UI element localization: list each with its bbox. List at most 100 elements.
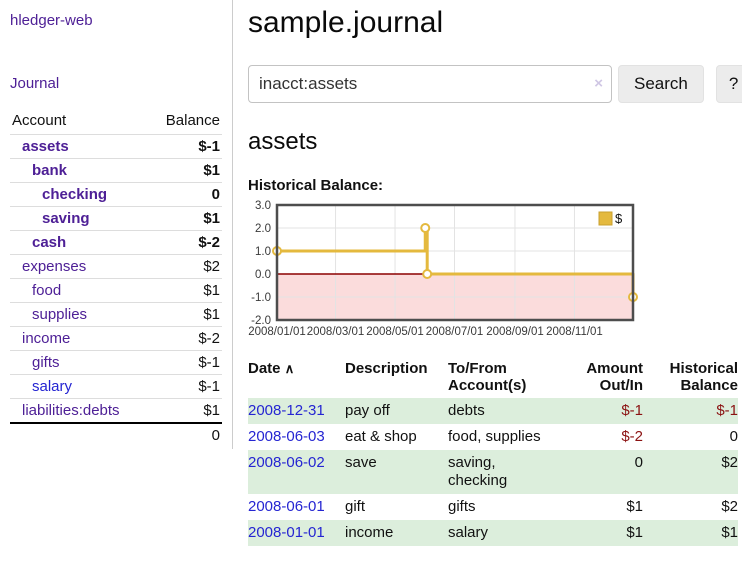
account-row: liabilities:debts $1: [10, 398, 222, 423]
balance-column-header-main: Historical Balance: [669, 360, 738, 394]
x-axis-tick-label: 2008/09/01: [486, 326, 544, 338]
transaction-balance-cell: $-1: [716, 402, 738, 419]
transaction-date-cell: 2008-12-31: [248, 398, 345, 424]
account-tree-table: Account Balance assets $-1 bank $1 checking 0…: [10, 108, 222, 447]
transaction-description-cell: pay off: [345, 402, 390, 419]
sort-ascending-icon: ∧: [284, 361, 294, 376]
main-panel: sample.journal × Search ? assets Histori…: [233, 0, 742, 546]
transaction-amount-cell: $-1: [621, 402, 643, 419]
balance-column-header: Balance: [165, 112, 220, 129]
y-axis-tick-label: 2.0: [255, 223, 271, 235]
account-row: bank $1: [10, 158, 222, 183]
account-link-saving[interactable]: saving: [42, 210, 90, 227]
account-balance: $1: [149, 302, 222, 327]
transaction-accounts-cell: debts: [448, 402, 485, 419]
amount-column-header: Amount Out/In: [586, 360, 643, 394]
transaction-date-link[interactable]: 2008-01-01: [248, 524, 325, 541]
y-axis-tick-label: -2.0: [251, 315, 271, 327]
transaction-accounts-cell: salary: [448, 524, 489, 541]
search-form: × Search ?: [248, 65, 742, 103]
account-row: expenses $2: [10, 254, 222, 279]
account-link-expenses[interactable]: expenses: [22, 258, 87, 275]
account-link-liabilities-debts[interactable]: liabilities:debts: [22, 402, 120, 419]
transaction-amount-cell: $1: [626, 498, 643, 515]
account-balance: 0: [149, 182, 222, 207]
x-axis-tick-label: 2008/03/01: [307, 326, 365, 338]
account-link-income[interactable]: income: [22, 330, 71, 347]
x-axis-tick-label: 2008/11/01: [546, 326, 603, 338]
transaction-accounts-cell: food, supplies: [448, 428, 541, 445]
transaction-balance-cell: 0: [729, 428, 738, 445]
account-balance: $1: [149, 158, 222, 183]
account-heading: assets: [248, 128, 318, 155]
clear-search-icon[interactable]: ×: [594, 75, 603, 92]
search-button[interactable]: Search: [618, 65, 704, 103]
transaction-date-link[interactable]: 2008-06-02: [248, 454, 325, 471]
account-row: salary $-1: [10, 374, 222, 399]
y-axis-tick-label: 1.0: [255, 246, 271, 258]
x-axis-tick-label: 2008/01/01: [248, 326, 306, 338]
account-link-salary[interactable]: salary: [32, 378, 73, 395]
transaction-date-cell: 2008-06-01: [248, 494, 345, 520]
x-axis-tick-label: 2008/07/01: [426, 326, 484, 338]
account-link-assets[interactable]: assets: [22, 138, 69, 155]
account-balance: $2: [149, 254, 222, 279]
transaction-balance-cell: $1: [721, 524, 738, 541]
transaction-row: 2008-06-03 eat & shop food, supplies $-2 0: [248, 424, 738, 450]
transaction-row: 2008-06-01 gift gifts $1 $2: [248, 494, 738, 520]
transaction-date-link[interactable]: 2008-06-03: [248, 428, 325, 445]
account-link-bank[interactable]: bank: [32, 162, 68, 179]
transaction-description-cell: income: [345, 524, 394, 541]
account-link-gifts[interactable]: gifts: [32, 354, 60, 371]
account-balance: $-2: [149, 230, 222, 255]
data-point-marker: [420, 223, 431, 233]
transaction-amount-cell: 0: [634, 454, 643, 471]
description-column-header: Description: [345, 360, 428, 377]
transaction-description-cell: eat & shop: [345, 428, 417, 445]
y-axis-tick-label: 0.0: [255, 269, 271, 281]
account-balance: $-2: [149, 326, 222, 351]
account-balance: $1: [149, 398, 222, 423]
sidebar: hledger-web Journal Account Balance asse…: [0, 0, 233, 449]
account-total-row: 0: [10, 422, 222, 447]
search-input[interactable]: [248, 65, 612, 103]
account-row: saving $1: [10, 206, 222, 231]
legend-swatch-icon: [598, 211, 613, 226]
transaction-date-cell: 2008-06-03: [248, 424, 345, 450]
account-link-cash[interactable]: cash: [32, 234, 67, 251]
transaction-amount-cell: $1: [626, 524, 643, 541]
date-column-header[interactable]: Date ∧: [248, 360, 294, 377]
transaction-date-link[interactable]: 2008-12-31: [248, 402, 325, 419]
transaction-accounts-cell: saving, checking: [448, 454, 508, 489]
account-column-header: Account: [12, 112, 67, 129]
help-button[interactable]: ?: [715, 65, 742, 103]
plot-border: [275, 203, 635, 322]
transaction-date-link[interactable]: 2008-06-01: [248, 498, 325, 515]
account-link-supplies[interactable]: supplies: [32, 306, 88, 323]
sidebar-item-journal[interactable]: Journal: [10, 75, 60, 92]
page-title: sample.journal: [248, 6, 444, 39]
transaction-description-cell: save: [345, 454, 377, 471]
register-table: Date ∧ Description To/From Account(s) Am…: [248, 356, 738, 546]
account-balance: $1: [149, 278, 222, 303]
data-point-marker: [422, 269, 433, 279]
account-tree-body: assets $-1 bank $1 checking 0 saving $1 cash $-2 e…: [10, 134, 222, 423]
account-link-food[interactable]: food: [32, 282, 62, 299]
account-row: gifts $-1: [10, 350, 222, 375]
register-table-body: 2008-12-31 pay off debts $-1 $-1 2008-06-03 ea…: [248, 398, 738, 546]
transaction-row: 2008-12-31 pay off debts $-1 $-1: [248, 398, 738, 424]
transaction-amount-cell: $-2: [621, 428, 643, 445]
account-total-value: 0: [149, 422, 222, 447]
account-link-checking[interactable]: checking: [42, 186, 108, 203]
account-balance: $-1: [149, 374, 222, 399]
transaction-balance-cell: $2: [721, 454, 738, 471]
account-row: cash $-2: [10, 230, 222, 255]
transaction-row: 2008-06-02 save saving, checking 0 $2: [248, 450, 738, 494]
y-axis-tick-label: 3.0: [255, 200, 271, 212]
account-row: food $1: [10, 278, 222, 303]
transaction-date-cell: 2008-06-02: [248, 450, 345, 494]
y-axis-tick-label: -1.0: [251, 292, 271, 304]
app-brand-link[interactable]: hledger-web: [10, 12, 93, 29]
transaction-date-cell: 2008-01-01: [248, 520, 345, 546]
